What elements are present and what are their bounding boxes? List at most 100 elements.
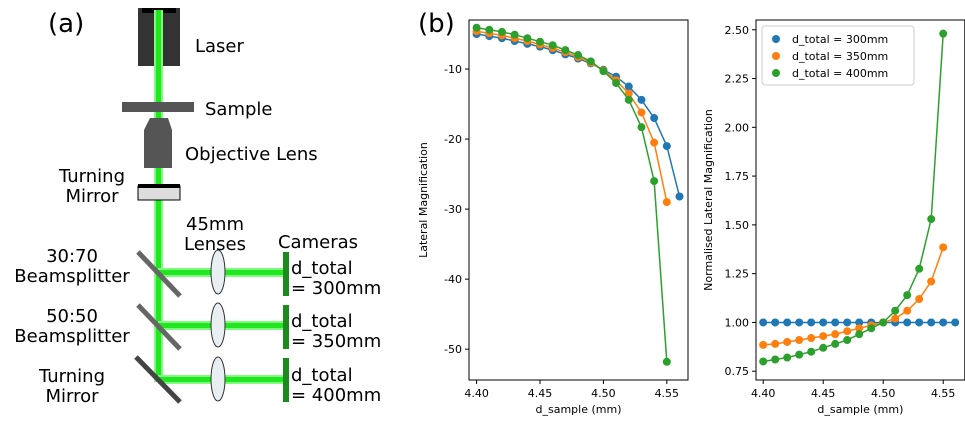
data-point bbox=[587, 57, 595, 65]
x-tick-label: 4.45 bbox=[811, 387, 836, 400]
objective-label: Objective Lens bbox=[185, 144, 318, 165]
data-point bbox=[485, 26, 493, 34]
data-point bbox=[831, 340, 839, 348]
data-point bbox=[903, 318, 911, 326]
data-point bbox=[625, 96, 633, 104]
data-point bbox=[663, 358, 671, 366]
x-tick-label: 4.55 bbox=[655, 387, 680, 400]
data-point bbox=[843, 336, 851, 344]
sample-label: Sample bbox=[205, 99, 273, 120]
y-tick-label: -10 bbox=[444, 63, 462, 76]
data-point bbox=[663, 198, 671, 206]
camera bbox=[283, 252, 289, 296]
legend-label: d_total = 300mm bbox=[792, 33, 888, 46]
data-point bbox=[637, 123, 645, 131]
camera-distance: d_total bbox=[291, 258, 353, 279]
lens bbox=[211, 357, 225, 401]
data-point bbox=[625, 83, 633, 91]
data-point bbox=[795, 336, 803, 344]
data-point bbox=[831, 330, 839, 338]
data-point bbox=[855, 330, 863, 338]
data-point bbox=[879, 318, 887, 326]
data-point bbox=[915, 318, 923, 326]
mirror-label: Turning bbox=[38, 366, 105, 387]
camera bbox=[283, 305, 289, 349]
x-tick-label: 4.55 bbox=[931, 387, 956, 400]
data-point bbox=[927, 277, 935, 285]
data-point bbox=[637, 108, 645, 116]
legend-marker bbox=[772, 69, 780, 77]
x-tick-label: 4.50 bbox=[871, 387, 896, 400]
camera bbox=[283, 358, 289, 402]
data-point bbox=[637, 96, 645, 104]
panel-label: (b) bbox=[418, 9, 455, 39]
data-point bbox=[650, 177, 658, 185]
legend-marker bbox=[772, 52, 780, 60]
sample-slide bbox=[122, 102, 194, 112]
data-point bbox=[759, 357, 767, 365]
series-line bbox=[763, 247, 943, 345]
camera-distance: = 400mm bbox=[291, 385, 381, 406]
turning-mirror bbox=[138, 186, 180, 200]
camera-distance: d_total bbox=[291, 311, 353, 332]
data-point bbox=[927, 215, 935, 223]
splitter-label: Beamsplitter bbox=[14, 326, 130, 347]
data-point bbox=[939, 243, 947, 251]
x-tick-label: 4.45 bbox=[528, 387, 553, 400]
data-point bbox=[843, 318, 851, 326]
data-point bbox=[783, 354, 791, 362]
data-point bbox=[771, 340, 779, 348]
data-point bbox=[663, 142, 671, 150]
data-point bbox=[795, 351, 803, 359]
data-point bbox=[561, 46, 569, 54]
data-point bbox=[891, 307, 899, 315]
data-point bbox=[903, 291, 911, 299]
data-point bbox=[807, 318, 815, 326]
data-point bbox=[612, 79, 620, 87]
data-point bbox=[903, 307, 911, 315]
y-tick-label: -20 bbox=[444, 133, 462, 146]
legend-label: d_total = 400mm bbox=[792, 67, 888, 80]
mirror-label: Turning bbox=[58, 166, 125, 187]
lens-label: 45mm bbox=[186, 214, 244, 235]
data-point bbox=[819, 318, 827, 326]
x-axis-label: d_sample (mm) bbox=[817, 403, 903, 416]
y-tick-label: 1.75 bbox=[725, 170, 750, 183]
objective-lens bbox=[144, 118, 172, 168]
y-axis-label: Lateral Magnification bbox=[417, 142, 430, 258]
splitter-label: 50:50 bbox=[46, 306, 98, 327]
lens-label: Lenses bbox=[184, 234, 246, 255]
y-tick-label: 1.00 bbox=[725, 316, 750, 329]
data-point bbox=[807, 348, 815, 356]
camera-distance: = 350mm bbox=[291, 331, 381, 352]
data-point bbox=[536, 38, 544, 46]
panel-label: (a) bbox=[48, 9, 84, 39]
data-point bbox=[759, 341, 767, 349]
mirror-label: Mirror bbox=[45, 386, 99, 407]
plot-area bbox=[473, 24, 684, 366]
data-point bbox=[523, 34, 531, 42]
data-point bbox=[939, 318, 947, 326]
data-point bbox=[599, 67, 607, 75]
data-point bbox=[843, 327, 851, 335]
data-point bbox=[511, 31, 519, 39]
laser-label: Laser bbox=[195, 36, 245, 57]
camera-label: Cameras bbox=[278, 232, 358, 253]
data-point bbox=[783, 338, 791, 346]
data-point bbox=[951, 318, 959, 326]
camera-distance: = 300mm bbox=[291, 278, 381, 299]
mirror-back bbox=[138, 184, 180, 188]
lens bbox=[211, 303, 225, 347]
splitter-label: 30:70 bbox=[46, 246, 98, 267]
x-tick-label: 4.40 bbox=[464, 387, 489, 400]
figure: (a) Laser Sample Objective Lens Turning … bbox=[0, 0, 965, 421]
data-point bbox=[549, 41, 557, 49]
y-tick-label: 1.50 bbox=[725, 219, 750, 232]
data-point bbox=[891, 315, 899, 323]
legend-marker bbox=[772, 35, 780, 43]
y-axis-label: Normalised Lateral Magnification bbox=[702, 109, 715, 291]
data-point bbox=[819, 344, 827, 352]
y-tick-label: 0.75 bbox=[725, 365, 750, 378]
data-point bbox=[795, 318, 803, 326]
data-point bbox=[867, 324, 875, 332]
